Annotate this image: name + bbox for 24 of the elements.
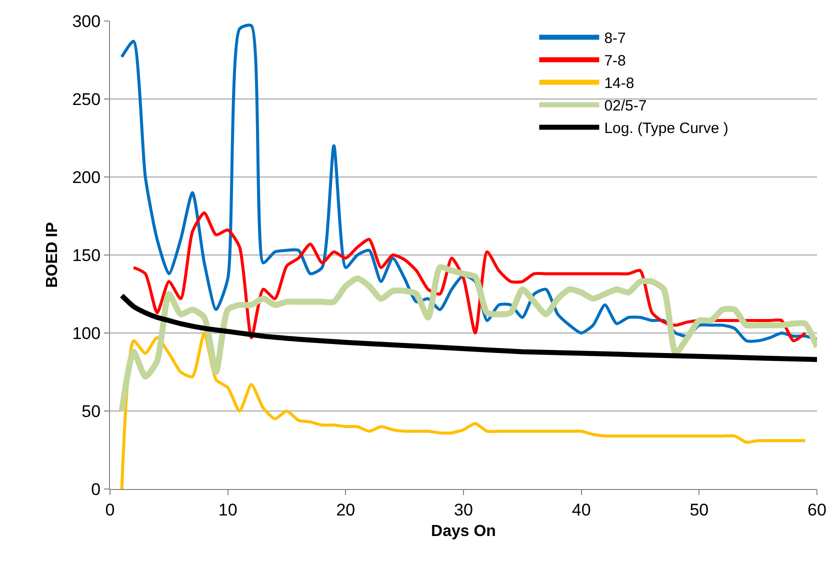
x-tick-label: 30	[454, 500, 473, 520]
legend-label: 7-8	[604, 52, 626, 70]
x-tick-label: 20	[336, 500, 356, 520]
y-axis-title: BOED IP	[44, 222, 62, 288]
legend-label: 02/5-7	[604, 98, 647, 115]
x-tick-label: 40	[572, 500, 591, 520]
x-tick-label: 60	[808, 500, 826, 520]
y-tick-label: 0	[91, 480, 101, 499]
y-tick-label: 150	[72, 246, 101, 265]
line-series	[132, 211, 807, 342]
x-tick-label: 0	[105, 500, 115, 520]
legend-label: Log. (Type Curve )	[604, 120, 728, 138]
legend-label: 8-7	[604, 30, 626, 48]
x-tick-label: 10	[218, 500, 238, 520]
y-tick-label: 100	[72, 324, 101, 343]
line-series	[120, 24, 817, 343]
y-tick-label: 300	[72, 12, 101, 31]
y-tick-label: 250	[72, 90, 101, 109]
y-tick-label: 200	[72, 168, 101, 187]
legend-label: 14-8	[604, 75, 634, 92]
x-tick-label: 50	[690, 500, 709, 520]
line-series	[120, 332, 807, 489]
x-axis-title: Days On	[431, 523, 496, 540]
y-tick-label: 50	[82, 402, 101, 421]
